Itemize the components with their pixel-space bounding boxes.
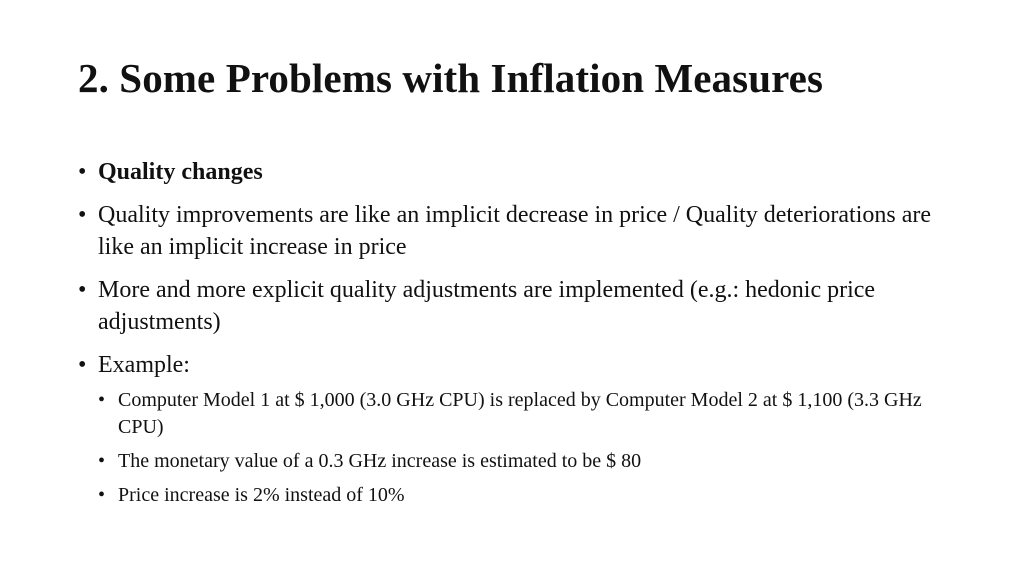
bullet-text: Example: <box>98 352 190 378</box>
bullet-text: Quality changes <box>98 159 263 185</box>
sub-bullet-item-price-increase: • Price increase is 2% instead of 10% <box>98 482 938 509</box>
sub-bullet-marker: • <box>98 389 106 411</box>
bullet-item-quality-changes: • Quality changes <box>78 156 958 188</box>
sub-bullet-text: Computer Model 1 at $ 1,000 (3.0 GHz CPU… <box>118 389 922 438</box>
bullet-item-example: • Example: • Computer Model 1 at $ 1,000… <box>78 349 958 509</box>
bullet-text: Quality improvements are like an implici… <box>98 202 932 260</box>
sub-bullet-marker: • <box>98 450 106 472</box>
sub-bullet-text: Price increase is 2% instead of 10% <box>118 484 405 506</box>
sub-bullet-marker: • <box>98 484 106 506</box>
bullet-marker: • <box>78 277 87 303</box>
sub-bullet-item-monetary-value: • The monetary value of a 0.3 GHz increa… <box>98 448 938 475</box>
bullet-marker: • <box>78 202 87 228</box>
bullet-text: More and more explicit quality adjustmen… <box>98 277 876 335</box>
bullet-item-quality-improvements: • Quality improvements are like an impli… <box>78 199 958 263</box>
sub-bullet-text: The monetary value of a 0.3 GHz increase… <box>118 450 642 472</box>
slide-title: 2. Some Problems with Inflation Measures <box>78 55 824 101</box>
bullet-list: • Quality changes • Quality improvements… <box>78 156 958 520</box>
bullet-marker: • <box>78 352 87 378</box>
bullet-item-explicit-adjustments: • More and more explicit quality adjustm… <box>78 274 958 338</box>
sub-bullet-item-computer-models: • Computer Model 1 at $ 1,000 (3.0 GHz C… <box>98 387 938 441</box>
sub-bullet-list: • Computer Model 1 at $ 1,000 (3.0 GHz C… <box>98 387 938 509</box>
bullet-marker: • <box>78 159 87 185</box>
